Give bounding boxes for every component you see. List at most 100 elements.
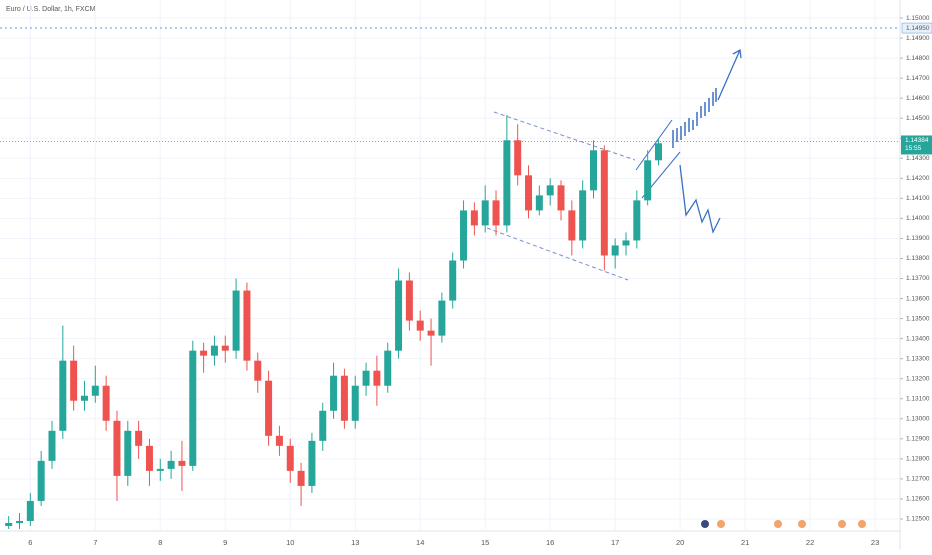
chart-title: Euro / U.S. Dollar, 1h, FXCM xyxy=(6,6,96,13)
candle-body xyxy=(557,185,565,211)
candle-body xyxy=(243,290,251,361)
x-tick-label: 20 xyxy=(676,538,684,547)
y-tick-label: 1.12700 xyxy=(906,476,930,483)
y-tick-label: 1.14300 xyxy=(906,155,930,162)
y-tick-label: 1.14500 xyxy=(906,115,930,122)
drawings xyxy=(486,48,742,281)
y-tick-label: 1.12900 xyxy=(906,436,930,443)
candle-body xyxy=(80,395,88,401)
alert-label-box xyxy=(901,22,932,34)
candle-body xyxy=(26,500,34,521)
x-tick-label: 21 xyxy=(741,538,749,547)
y-tick-label: 1.12500 xyxy=(906,516,930,523)
channel-top xyxy=(493,111,636,161)
y-tick-label: 1.13300 xyxy=(906,355,930,362)
candle-body xyxy=(395,280,403,351)
alert-label: 1.14950 xyxy=(906,25,930,32)
candle-body xyxy=(330,375,338,411)
candle-body xyxy=(297,470,305,486)
candle-body xyxy=(470,210,478,226)
candle-body xyxy=(438,300,446,336)
candle-body xyxy=(265,380,273,436)
candle-body xyxy=(91,385,99,396)
candle-body xyxy=(70,360,78,401)
y-tick-label: 1.13400 xyxy=(906,335,930,342)
candle-body xyxy=(622,240,630,246)
x-tick-label: 9 xyxy=(223,538,227,547)
x-tick-label: 16 xyxy=(546,538,554,547)
y-tick-label: 1.13500 xyxy=(906,315,930,322)
candle-body xyxy=(145,445,153,471)
y-tick-label: 1.14100 xyxy=(906,195,930,202)
event-icons xyxy=(701,520,866,528)
candle-body xyxy=(503,140,511,226)
candle-body xyxy=(416,320,424,331)
y-tick-label: 1.12800 xyxy=(906,456,930,463)
y-tick-label: 1.14800 xyxy=(906,55,930,62)
candle-body xyxy=(167,460,175,469)
y-tick-label: 1.12600 xyxy=(906,496,930,503)
candle-body xyxy=(319,410,327,441)
arrow-head xyxy=(732,48,742,59)
candle-body xyxy=(59,360,67,431)
candle-body xyxy=(286,445,294,471)
y-tick-label: 1.14600 xyxy=(906,95,930,102)
y-tick-label: 1.15000 xyxy=(906,15,930,22)
y-tick-label: 1.13200 xyxy=(906,375,930,382)
x-tick-label: 10 xyxy=(286,538,294,547)
y-tick-label: 1.14000 xyxy=(906,215,930,222)
candle-body xyxy=(568,210,576,241)
y-tick-label: 1.13900 xyxy=(906,235,930,242)
candle-body xyxy=(590,150,598,191)
projected-bars xyxy=(672,88,717,148)
candle-body xyxy=(232,290,240,351)
y-tick-label: 1.13800 xyxy=(906,255,930,262)
x-tick-label: 13 xyxy=(351,538,359,547)
candle-body xyxy=(124,430,132,476)
x-tick-label: 8 xyxy=(158,538,162,547)
candle-body xyxy=(362,370,370,386)
bull-arrow xyxy=(717,49,741,101)
candle-body xyxy=(644,160,652,201)
x-tick-label: 6 xyxy=(28,538,32,547)
candle-body xyxy=(113,420,121,476)
x-tick-label: 17 xyxy=(611,538,619,547)
candle-body xyxy=(611,245,619,256)
candle-body xyxy=(492,200,500,226)
candle-body xyxy=(156,468,164,471)
y-tick-label: 1.13000 xyxy=(906,416,930,423)
x-tick-label: 7 xyxy=(93,538,97,547)
candle-body xyxy=(189,350,197,466)
candle-body xyxy=(178,460,186,466)
candle-body xyxy=(405,280,413,321)
y-tick-label: 1.14200 xyxy=(906,175,930,182)
candle-body xyxy=(221,345,229,351)
countdown: 15:55 xyxy=(905,145,922,152)
candle-body xyxy=(373,370,381,386)
candle-body xyxy=(460,210,468,261)
candle-body xyxy=(579,190,587,241)
candle-body xyxy=(546,185,554,196)
candle-body xyxy=(481,200,489,226)
x-tick-label: 23 xyxy=(871,538,879,547)
candle-body xyxy=(535,195,543,211)
x-tick-label: 14 xyxy=(416,538,424,547)
candle-body xyxy=(384,350,392,386)
candle-body xyxy=(308,440,316,486)
y-tick-label: 1.13100 xyxy=(906,395,930,402)
candle-body xyxy=(5,522,13,526)
x-tick-label: 15 xyxy=(481,538,489,547)
candle-body xyxy=(525,175,533,211)
candle-body xyxy=(37,460,45,501)
candle-body xyxy=(427,330,435,336)
y-tick-label: 1.14700 xyxy=(906,75,930,82)
bear-path xyxy=(679,164,721,234)
last-price-label: 1.14384 xyxy=(905,137,929,144)
candle-body xyxy=(351,385,359,421)
flag-top xyxy=(635,119,673,171)
last-price-box xyxy=(901,135,932,155)
candle-body xyxy=(135,430,143,446)
candle-body xyxy=(210,345,218,356)
